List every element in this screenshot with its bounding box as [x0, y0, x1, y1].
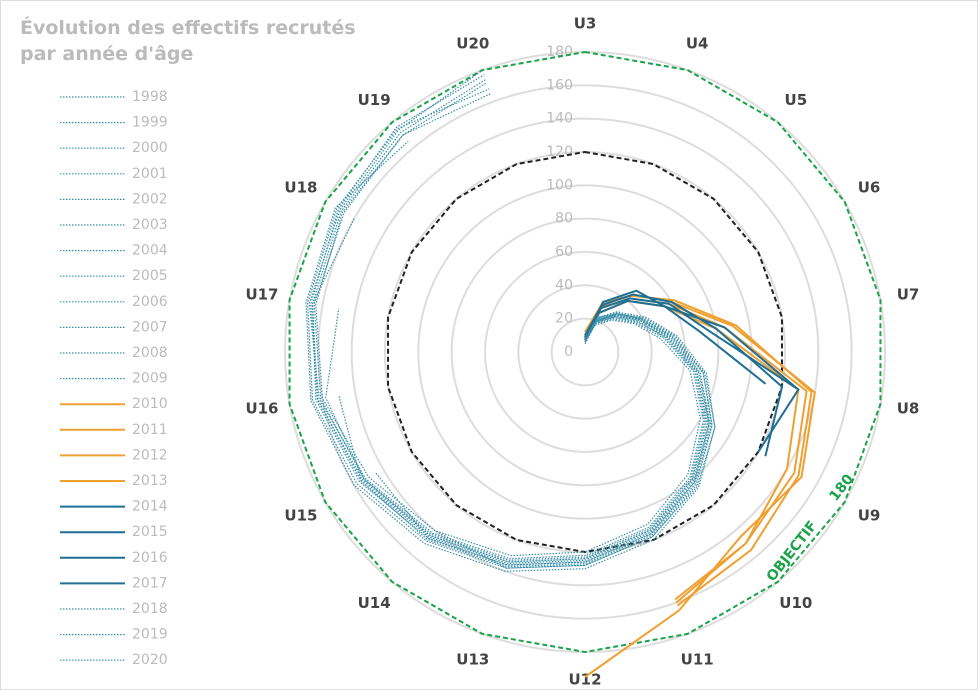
- series-line: [338, 313, 713, 568]
- legend-label: 2014: [132, 499, 168, 515]
- objective-text: OBJECTIF: [764, 518, 821, 585]
- legend-label: 2000: [132, 140, 168, 156]
- legend-label: 2013: [132, 473, 168, 489]
- chart-title: Évolution des effectifs recrutés: [20, 16, 356, 39]
- grid-circle: [517, 284, 653, 420]
- legend-label: 2009: [132, 371, 168, 387]
- series-line: [584, 289, 767, 385]
- legend-label: 2012: [132, 447, 168, 463]
- axis-label: U3: [574, 15, 597, 33]
- r-tick-label: 160: [546, 77, 573, 93]
- series-line: [434, 311, 716, 569]
- legend-label: 1998: [132, 89, 168, 105]
- r-tick-label: 60: [555, 244, 573, 260]
- grid-circle: [350, 117, 820, 587]
- axis-label: U10: [779, 594, 812, 612]
- legend-label: 2005: [132, 268, 168, 284]
- series-line: [584, 297, 799, 391]
- axis-label: U11: [681, 651, 714, 669]
- axis-label: U17: [245, 286, 278, 304]
- axis-label: U9: [858, 507, 881, 525]
- legend-label: 2006: [132, 294, 168, 310]
- axis-label: U18: [284, 179, 317, 197]
- legend-label: 2011: [132, 422, 168, 438]
- axis-label: U4: [686, 34, 709, 52]
- reference-line: [387, 150, 783, 554]
- axis-label: U6: [858, 179, 881, 197]
- series-line: [315, 82, 702, 557]
- r-tick-label: 40: [555, 277, 573, 293]
- grid-circle: [550, 317, 620, 387]
- series-line: [325, 308, 709, 563]
- legend-label: 2001: [132, 166, 168, 182]
- legend-label: 2008: [132, 345, 168, 361]
- series-line: [584, 294, 813, 607]
- r-tick-label: 80: [555, 211, 573, 227]
- legend-label: 2002: [132, 191, 168, 207]
- legend-label: 2018: [132, 601, 168, 617]
- axis-label: U7: [897, 286, 920, 304]
- r-tick-label: 100: [546, 177, 573, 193]
- r-tick-label: 120: [546, 144, 573, 160]
- legend-label: 2016: [132, 550, 168, 566]
- axis-label: U13: [456, 651, 489, 669]
- r-tick-label: 140: [546, 111, 573, 127]
- legend-label: 1999: [132, 115, 168, 131]
- legend-label: 2007: [132, 319, 168, 335]
- series-line: [584, 293, 816, 678]
- legend-label: 2003: [132, 217, 168, 233]
- axis-label: U19: [358, 91, 391, 109]
- legend-label: 2019: [132, 627, 168, 643]
- series-line: [308, 69, 705, 560]
- legend-label: 2020: [132, 652, 168, 668]
- axis-label: U5: [785, 91, 808, 109]
- r-tick-label: 0: [564, 344, 573, 360]
- grid-circle: [450, 217, 720, 487]
- grid-circle: [417, 184, 753, 520]
- axis-label: U15: [284, 507, 317, 525]
- grid-circle: [484, 251, 686, 453]
- axis-label: U8: [897, 399, 920, 417]
- objective-line: [288, 50, 882, 654]
- chart-title: par année d'âge: [20, 43, 193, 65]
- series-line: [584, 313, 643, 343]
- legend-label: 2017: [132, 575, 168, 591]
- axis-label: U20: [456, 34, 489, 52]
- axis-label: U14: [358, 594, 391, 612]
- legend-label: 2015: [132, 524, 168, 540]
- r-tick-label: 20: [555, 311, 573, 327]
- legend-label: 2010: [132, 396, 168, 412]
- axis-label: U12: [568, 671, 601, 689]
- legend-label: 2004: [132, 243, 168, 259]
- axis-label: U16: [245, 399, 278, 417]
- series-line: [375, 314, 712, 566]
- objective-label: OBJECTIF180: [764, 471, 858, 584]
- grid-circle: [317, 84, 853, 620]
- series-line: [306, 88, 713, 569]
